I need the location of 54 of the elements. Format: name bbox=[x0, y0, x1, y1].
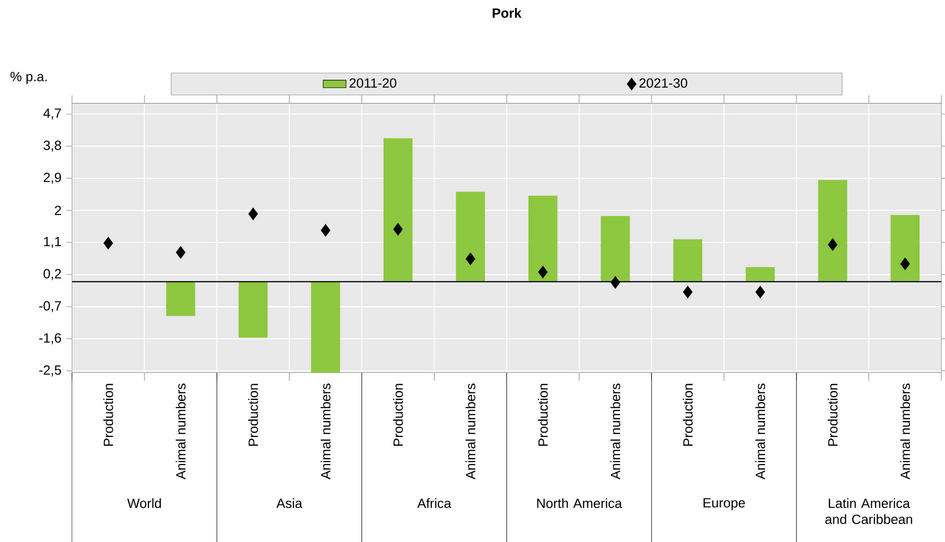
y-tick-label: -0,7 bbox=[39, 301, 61, 312]
x-tick-label: Animal numbers bbox=[466, 384, 476, 480]
bar bbox=[528, 196, 558, 282]
point bbox=[683, 286, 693, 298]
x-tick-label: Animal numbers bbox=[900, 384, 910, 480]
text: Asia bbox=[276, 498, 302, 508]
y-tick-label: 4,7 bbox=[43, 108, 61, 120]
bar bbox=[311, 282, 340, 373]
x-tick-label: Production bbox=[248, 384, 258, 446]
y-tick-label: 2 bbox=[54, 206, 61, 215]
point bbox=[466, 252, 476, 266]
bar bbox=[238, 282, 268, 338]
text: Latin America and Caribbean bbox=[825, 498, 912, 524]
x-tick-label: Animal numbers bbox=[755, 384, 766, 480]
y-axis-title: % p.a. bbox=[10, 72, 47, 84]
x-tick-label: Production bbox=[828, 384, 838, 446]
bar bbox=[673, 239, 702, 282]
chart-title: Pork bbox=[492, 8, 522, 18]
point bbox=[755, 286, 765, 298]
x-tick-label: Production bbox=[393, 384, 403, 446]
bar bbox=[384, 138, 412, 282]
legend-label: 2021-30 bbox=[639, 78, 688, 88]
point bbox=[320, 224, 330, 237]
x-tick-label: Animal numbers bbox=[320, 384, 330, 480]
text: Africa bbox=[417, 498, 452, 508]
x-tick-label: Production bbox=[538, 384, 548, 446]
point bbox=[828, 238, 838, 251]
x-tick-label: Production bbox=[682, 384, 693, 446]
text: North America bbox=[537, 498, 622, 508]
bar bbox=[166, 282, 196, 316]
y-tick-label: -1,6 bbox=[39, 333, 62, 344]
y-tick-label: 3,8 bbox=[44, 140, 62, 152]
point bbox=[176, 246, 186, 259]
y-tick-label: -2,5 bbox=[39, 365, 62, 376]
bar bbox=[456, 192, 485, 282]
point bbox=[900, 258, 910, 270]
point bbox=[248, 208, 258, 220]
point bbox=[393, 222, 403, 236]
x-tick-label: Production bbox=[103, 384, 114, 446]
bar bbox=[818, 180, 848, 282]
legend-label: 2011-20 bbox=[350, 78, 396, 88]
text: World bbox=[127, 498, 161, 508]
text: Europe bbox=[704, 498, 745, 510]
y-tick-label: 1,1 bbox=[44, 237, 61, 248]
bar bbox=[600, 216, 630, 282]
y-tick-label: 2,9 bbox=[44, 172, 61, 184]
y-tick-label: 0,2 bbox=[44, 269, 61, 280]
point bbox=[538, 266, 548, 278]
bar bbox=[746, 267, 775, 282]
point bbox=[610, 276, 620, 289]
x-tick-label: Animal numbers bbox=[610, 384, 620, 480]
x-tick-label: Animal numbers bbox=[176, 384, 186, 480]
bar bbox=[890, 214, 920, 282]
point bbox=[103, 236, 114, 250]
